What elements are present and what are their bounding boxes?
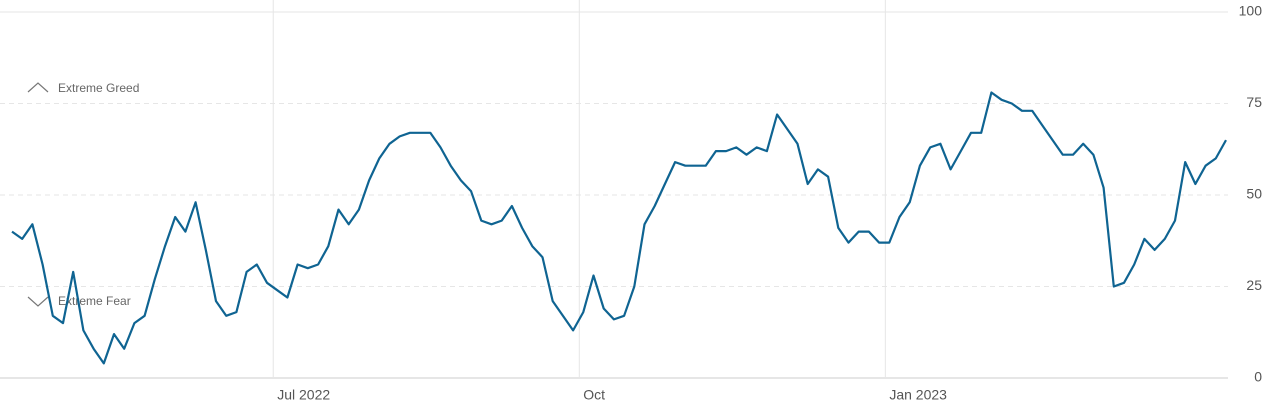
y-tick-label: 75 (1246, 94, 1262, 110)
fear-icon (27, 296, 49, 307)
x-tick-label: Jan 2023 (889, 387, 947, 403)
x-tick-label: Oct (583, 387, 605, 403)
y-tick-label: 50 (1246, 186, 1262, 202)
y-tick-label: 0 (1254, 369, 1262, 385)
annotation: Extreme Fear (58, 294, 131, 308)
line (11, 91, 1227, 365)
y-tick-label: 25 (1246, 277, 1262, 293)
y-tick-label: 100 (1239, 3, 1263, 19)
annotation: Extreme Greed (58, 81, 139, 95)
greed-icon (27, 82, 49, 93)
x-tick-label: Jul 2022 (277, 387, 330, 403)
